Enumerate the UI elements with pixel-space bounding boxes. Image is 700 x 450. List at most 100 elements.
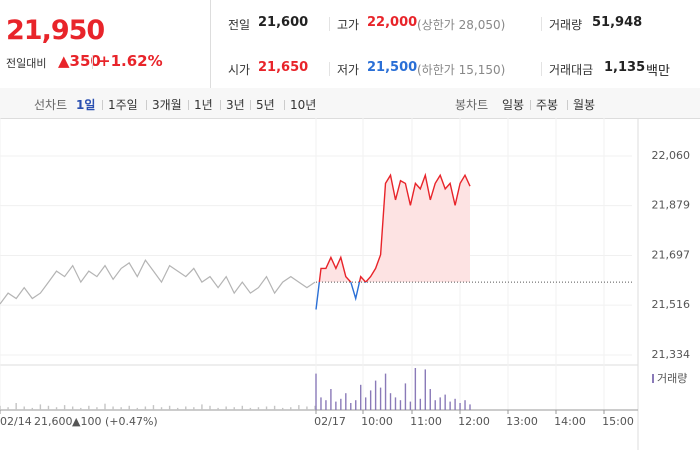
divider — [210, 0, 211, 88]
volume-bar — [314, 405, 316, 410]
volume-bar — [31, 407, 34, 410]
tab[interactable]: 5년 — [256, 98, 275, 112]
divider — [220, 100, 221, 110]
stat-label: 시가 — [228, 63, 251, 77]
divider — [188, 100, 189, 110]
stat-note: (하한가 15,150) — [417, 63, 506, 77]
stat-value: 21,500 — [367, 60, 418, 75]
volume-bar — [160, 407, 163, 410]
tab[interactable]: 주봉 — [536, 98, 559, 112]
volume-bar — [419, 398, 422, 410]
divider — [146, 100, 147, 110]
stat-note: (상한가 28,050) — [417, 18, 506, 32]
volume-bar — [389, 393, 392, 410]
volume-bar — [0, 405, 1, 410]
y-tick-label: 21,516 — [652, 298, 691, 311]
volume-bar — [128, 405, 130, 410]
volume-bar — [47, 405, 50, 410]
volume-bar — [217, 407, 219, 410]
volume-bar — [414, 368, 417, 410]
volume-bar — [144, 406, 147, 410]
tab[interactable]: 월봉 — [573, 98, 596, 112]
stat-label: 거래대금 — [549, 63, 594, 77]
volume-bar — [399, 400, 402, 410]
volume-bar — [71, 406, 74, 410]
volume-bar — [355, 400, 357, 410]
volume-bar — [360, 384, 362, 410]
volume-bar — [112, 406, 114, 410]
volume-bar — [136, 407, 139, 410]
volume-bar — [335, 401, 337, 410]
divider — [541, 17, 542, 31]
volume-bar — [454, 398, 456, 410]
volume-bar — [290, 407, 292, 410]
divider — [567, 100, 568, 110]
chart: 21,334 21,516 21,697 21,879 22,060 02/14 02/17… — [0, 118, 691, 450]
divider — [541, 62, 542, 76]
volume-bar — [298, 405, 300, 410]
divider — [329, 62, 330, 76]
stat-value: 51,948 — [592, 15, 643, 30]
volume-bar — [88, 405, 90, 410]
price: 21,950 — [6, 15, 105, 46]
tab[interactable]: 1주일 — [108, 98, 138, 112]
volume-bar — [201, 404, 203, 410]
divider — [530, 100, 531, 110]
volume-bar — [249, 407, 252, 410]
tab[interactable]: 1일 — [76, 98, 96, 112]
divider — [329, 17, 330, 31]
divider — [102, 100, 103, 110]
volume-bar — [409, 401, 412, 410]
stat-value: 21,600 — [258, 15, 309, 30]
volume-bar — [96, 407, 98, 410]
change-pct: +1.62% — [98, 52, 163, 70]
x-tick-label: 02/14 — [0, 415, 32, 428]
tab[interactable]: 3년 — [226, 98, 245, 112]
tab[interactable]: 3개월 — [152, 98, 182, 112]
x-tick-label: 10:00 — [361, 415, 393, 428]
volume-bar — [120, 407, 122, 410]
volume-bar — [193, 407, 195, 410]
tab[interactable]: 일봉 — [502, 98, 525, 112]
x-tick-label: 11:00 — [410, 415, 442, 428]
volume-bar — [384, 373, 387, 410]
volume-bar — [233, 407, 235, 410]
stat-value: 21,650 — [258, 60, 309, 75]
y-tick-label: 21,697 — [652, 249, 691, 262]
tab[interactable]: 1년 — [194, 98, 213, 112]
stat-label: 거래량 — [549, 18, 583, 32]
tab-group-label: 봉차트 — [455, 98, 489, 112]
volume-bar — [273, 405, 276, 410]
x-tick-label: 15:00 — [602, 415, 634, 428]
volume-bar — [424, 369, 426, 410]
tab-bar — [0, 88, 700, 119]
prev-close: 21,600 — [34, 415, 73, 428]
volume-bar — [306, 406, 308, 410]
price-line — [318, 172, 471, 283]
volume-bar — [459, 403, 461, 410]
tab-group-label: 선차트 — [34, 98, 68, 112]
volume-bar — [241, 405, 244, 410]
x-tick-label: 12:00 — [458, 415, 490, 428]
stat-label: 전일 — [228, 18, 251, 32]
volume-bar — [469, 404, 471, 410]
volume-bar — [176, 407, 179, 410]
volume-bar — [185, 406, 187, 410]
change-label: 전일대비 — [6, 57, 47, 70]
volume-bar — [394, 397, 397, 410]
volume-bar — [379, 387, 382, 410]
volume-bar — [168, 405, 171, 410]
volume-bar — [449, 401, 451, 410]
volume-bar — [404, 383, 407, 410]
price-line — [0, 259, 316, 305]
tab[interactable]: 10년 — [290, 98, 317, 112]
stat-label: 고가 — [337, 18, 360, 32]
volume-bar — [364, 397, 367, 410]
volume-bar — [369, 390, 372, 410]
volume-bar — [325, 400, 327, 410]
x-tick-label: 14:00 — [554, 415, 586, 428]
volume-bar — [104, 403, 106, 410]
legend-swatch — [652, 374, 654, 383]
volume-bar — [281, 407, 284, 410]
